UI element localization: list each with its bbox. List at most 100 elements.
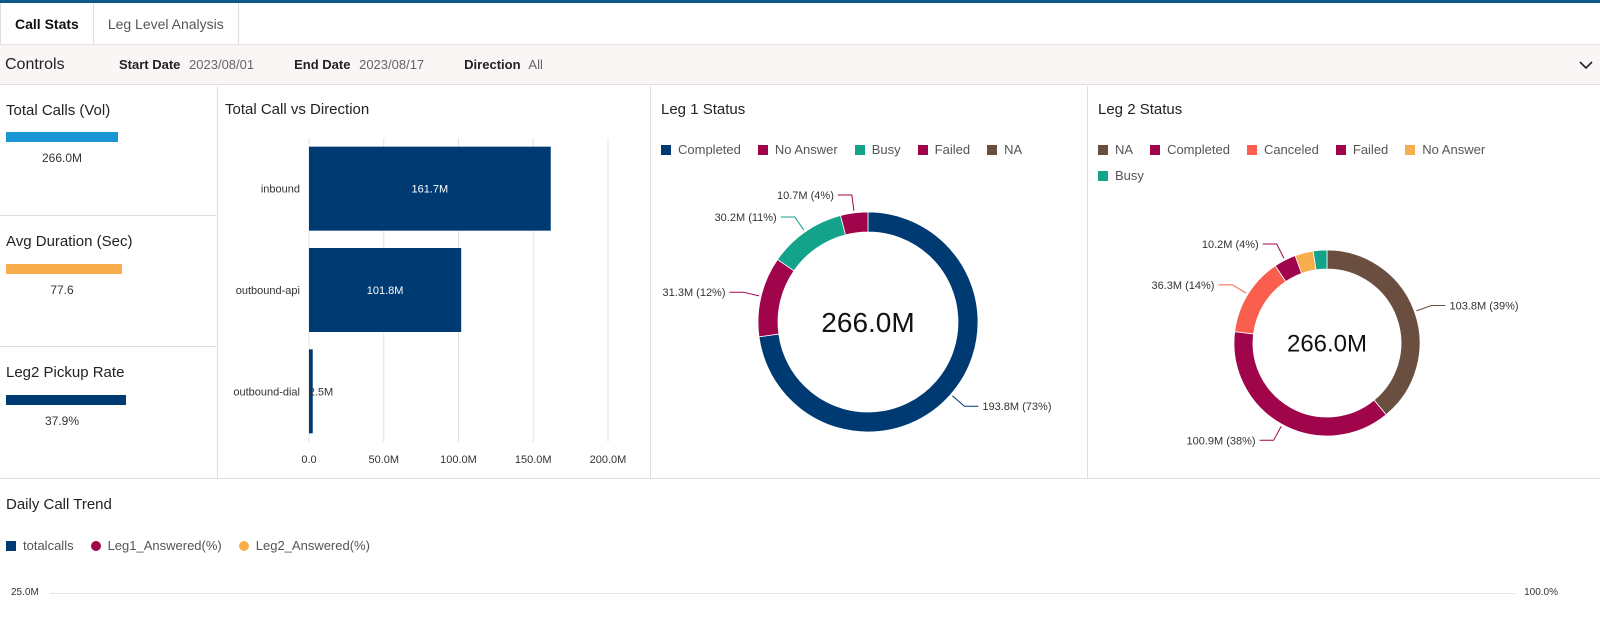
tab-call-stats[interactable]: Call Stats bbox=[0, 3, 94, 44]
legend-label: Failed bbox=[934, 142, 971, 157]
legend-swatch bbox=[90, 540, 101, 551]
legend-label: NA bbox=[1004, 142, 1023, 157]
legend-label: totalcalls bbox=[23, 538, 74, 553]
legend-item[interactable]: Failed bbox=[1335, 142, 1388, 157]
trend-left-axis-label: 25.0M bbox=[11, 587, 39, 598]
divider bbox=[0, 346, 216, 347]
kpi-value: 77.6 bbox=[50, 283, 74, 297]
legend-item[interactable]: totalcalls bbox=[6, 538, 74, 553]
x-tick-label: 200.0M bbox=[590, 454, 627, 466]
end-date-label: End Date bbox=[294, 57, 351, 72]
legend-swatch bbox=[1150, 144, 1161, 155]
legend-swatch bbox=[1098, 144, 1108, 155]
trend-title: Daily Call Trend bbox=[6, 496, 112, 513]
leg1-donut-chart: 193.8M (73%) 31.3M (12%) 30.2M (11%)10.7M … bbox=[663, 190, 1051, 433]
tab-leg-level-analysis[interactable]: Leg Level Analysis bbox=[94, 3, 239, 44]
kpi-bar bbox=[6, 132, 118, 142]
legend-item[interactable]: Completed bbox=[1150, 142, 1230, 157]
kpi-title: Total Calls (Vol) bbox=[6, 102, 111, 119]
kpi-value: 266.0M bbox=[41, 151, 83, 165]
direction-filter[interactable]: Direction All bbox=[464, 57, 543, 72]
legend-label: No Answer bbox=[774, 142, 838, 157]
kpi-title: Leg2 Pickup Rate bbox=[6, 364, 125, 381]
divider bbox=[0, 215, 216, 216]
donut-slice[interactable] bbox=[840, 211, 869, 236]
legend-label: Busy bbox=[871, 142, 901, 157]
bar-data-label: 2.5M bbox=[309, 386, 333, 398]
legend-swatch bbox=[238, 540, 249, 551]
controls-title: Controls bbox=[5, 55, 65, 73]
donut-slice[interactable] bbox=[757, 258, 795, 338]
slice-data-label: 193.8M (73%) bbox=[982, 401, 1051, 413]
divider bbox=[650, 86, 651, 478]
x-tick-label: 150.0M bbox=[515, 454, 552, 466]
legend-item[interactable]: Completed bbox=[661, 142, 741, 157]
kpi-value: 37.9% bbox=[44, 414, 80, 428]
label-leader-line bbox=[729, 291, 760, 297]
legend-item[interactable]: NA bbox=[987, 142, 1022, 157]
donut-slice[interactable] bbox=[776, 215, 846, 272]
legend-item[interactable]: Leg2_Answered(%) bbox=[238, 538, 370, 553]
x-tick-label: 0.0 bbox=[301, 454, 316, 466]
donut-center-total: 266.0M bbox=[821, 307, 914, 338]
label-leader-line bbox=[780, 216, 805, 231]
legend-swatch bbox=[854, 144, 865, 155]
legend-item[interactable]: Busy bbox=[854, 142, 901, 157]
leg1-title: Leg 1 Status bbox=[661, 101, 746, 118]
slice-data-label: 36.3M (14%) bbox=[1151, 280, 1214, 292]
kpi-total-calls: Total Calls (Vol) 266.0M bbox=[0, 86, 218, 216]
legend-item[interactable]: No Answer bbox=[757, 142, 838, 157]
direction-chart-title: Total Call vs Direction bbox=[225, 101, 370, 118]
bar[interactable] bbox=[309, 146, 551, 231]
legend-swatch bbox=[757, 144, 768, 155]
kpi-bar bbox=[6, 395, 126, 405]
start-date-value: 2023/08/01 bbox=[189, 57, 255, 72]
bar[interactable] bbox=[309, 248, 462, 332]
donut-center-total: 266.0M bbox=[1287, 330, 1367, 357]
y-category-label: inbound bbox=[261, 184, 300, 196]
divider bbox=[0, 478, 1600, 479]
chevron-down-icon[interactable] bbox=[1578, 57, 1594, 73]
legend-item[interactable]: Busy bbox=[1098, 168, 1144, 183]
legend-swatch bbox=[661, 144, 671, 155]
legend-item[interactable]: Failed bbox=[917, 142, 971, 157]
slice-data-label: 10.7M (4%) bbox=[777, 190, 834, 202]
donut-slice[interactable] bbox=[1312, 249, 1328, 271]
legend-label: Leg1_Answered(%) bbox=[107, 538, 222, 553]
legend-label: No Answer bbox=[1422, 142, 1486, 157]
legend-swatch bbox=[987, 144, 998, 155]
label-leader-line bbox=[1262, 243, 1285, 259]
leg2-title: Leg 2 Status bbox=[1098, 101, 1183, 118]
leg2-donut-chart: 103.8M (39%) 100.9M (38%) 36.3M (14%) 10.2M… bbox=[1151, 239, 1518, 447]
start-date-label: Start Date bbox=[119, 57, 181, 72]
direction-label: Direction bbox=[464, 57, 521, 72]
label-leader-line bbox=[1416, 304, 1446, 312]
end-date-filter[interactable]: End Date 2023/08/17 bbox=[294, 57, 424, 72]
label-leader-line bbox=[1218, 284, 1247, 294]
bar[interactable] bbox=[309, 349, 313, 434]
controls-bar[interactable]: Controls Start Date 2023/08/01 End Date … bbox=[0, 44, 1600, 85]
kpi-title: Avg Duration (Sec) bbox=[6, 233, 133, 250]
trend-right-axis-label: 100.0% bbox=[1524, 587, 1558, 598]
trend-legend: totalcalls Leg1_Answered(%) Leg2_Answered(… bbox=[6, 538, 806, 564]
legend-swatch bbox=[1246, 144, 1257, 155]
legend-item[interactable]: NA bbox=[1098, 142, 1133, 157]
legend-swatch bbox=[917, 144, 928, 155]
top-accent-bar bbox=[0, 0, 1600, 3]
donut-slice[interactable] bbox=[758, 211, 979, 433]
direction-bar-chart: 0.0 50.0M 100.0M 150.0M 200.0M inbound 161.7M o… bbox=[233, 138, 627, 466]
legend-item[interactable]: Canceled bbox=[1246, 142, 1319, 157]
y-category-label: outbound-api bbox=[236, 285, 300, 297]
legend-item[interactable]: Leg1_Answered(%) bbox=[90, 538, 222, 553]
label-leader-line bbox=[952, 395, 979, 407]
legend-item[interactable]: No Answer bbox=[1405, 142, 1485, 157]
start-date-filter[interactable]: Start Date 2023/08/01 bbox=[119, 57, 254, 72]
legend-label: Busy bbox=[1115, 168, 1144, 183]
tab-bar: Call Stats Leg Level Analysis bbox=[0, 3, 1600, 44]
legend-label: Leg2_Answered(%) bbox=[255, 538, 370, 553]
divider bbox=[1087, 86, 1088, 478]
legend-label: Canceled bbox=[1263, 142, 1319, 157]
donut-slice[interactable] bbox=[1234, 265, 1287, 335]
slice-data-label: 100.9M (38%) bbox=[1187, 435, 1256, 447]
legend-label: Completed bbox=[1167, 142, 1230, 157]
